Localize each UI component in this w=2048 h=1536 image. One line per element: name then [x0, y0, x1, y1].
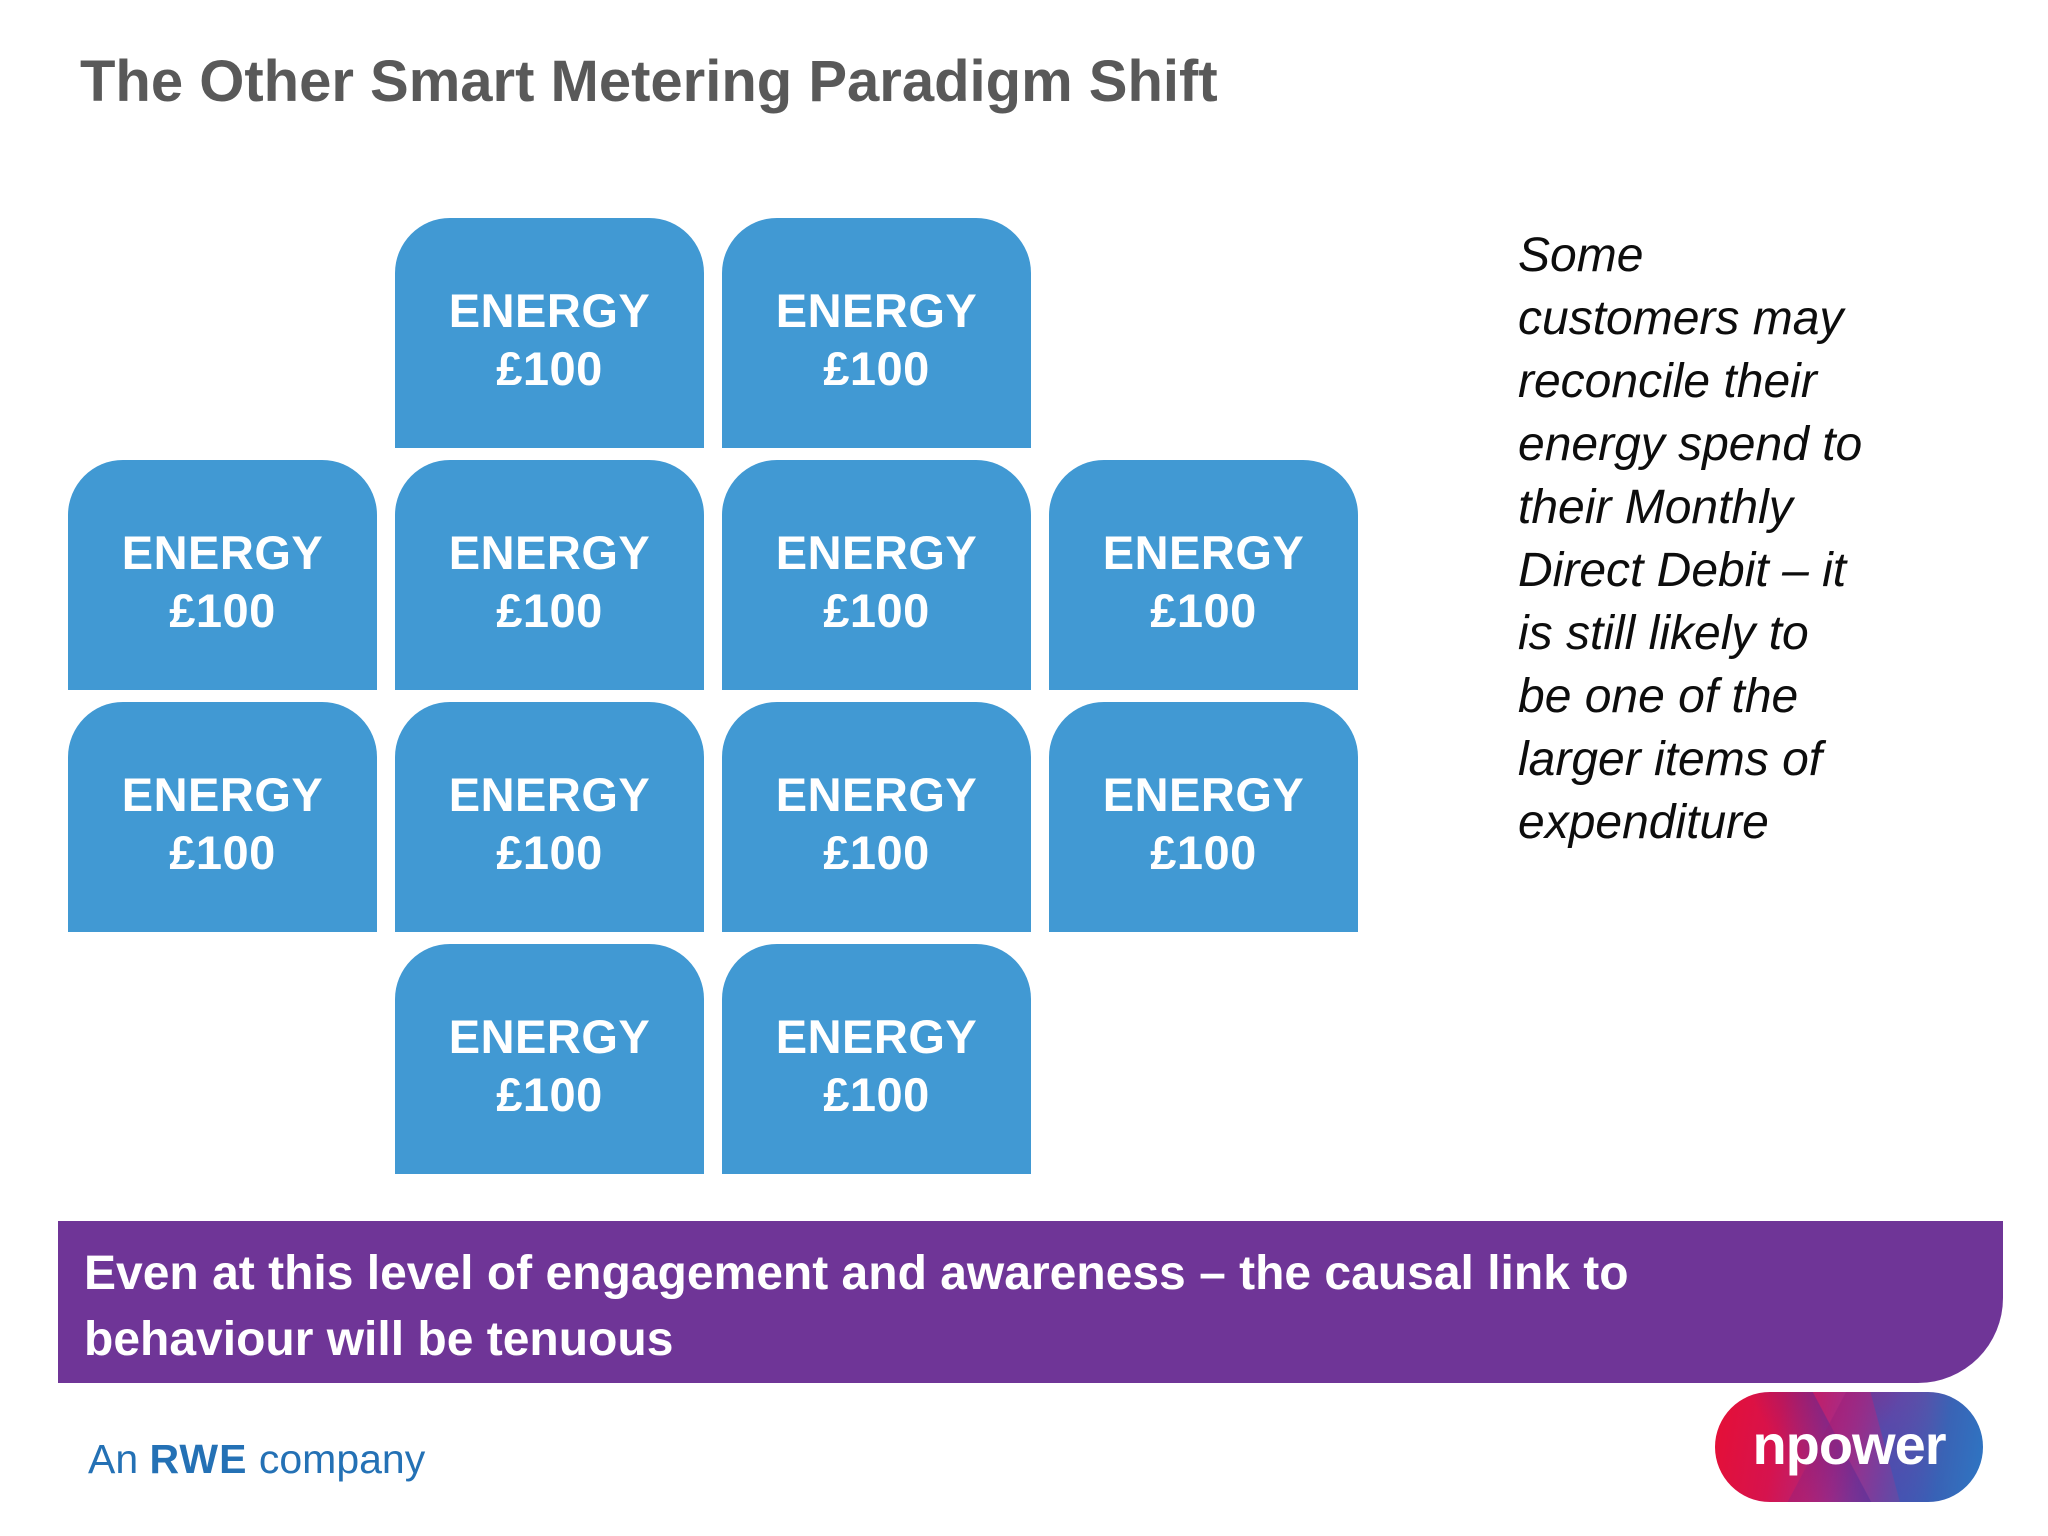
energy-tile-label: ENERGY: [775, 768, 978, 821]
side-note-text: Some customers may reconcile their energ…: [1518, 229, 1863, 849]
energy-tile-amount: £100: [496, 342, 603, 395]
takeaway-banner: Even at this level of engagement and awa…: [58, 1221, 2003, 1383]
energy-tile-amount: £100: [169, 584, 276, 637]
energy-tile-label: ENERGY: [775, 284, 978, 337]
rwe-company-tagline: An RWE company: [88, 1436, 425, 1483]
energy-tile: ENERGY £100: [395, 944, 704, 1174]
energy-tile-amount: £100: [823, 1068, 930, 1121]
energy-tile-label: ENERGY: [121, 768, 324, 821]
slide-title: The Other Smart Metering Paradigm Shift: [80, 49, 1218, 114]
rwe-tagline-suffix: company: [247, 1436, 426, 1482]
energy-tile-amount: £100: [496, 584, 603, 637]
energy-tile-label: ENERGY: [775, 526, 978, 579]
energy-tile-label: ENERGY: [448, 526, 651, 579]
energy-tile: ENERGY £100: [68, 702, 377, 932]
energy-tile-amount: £100: [823, 826, 930, 879]
energy-tile: ENERGY £100: [395, 218, 704, 448]
energy-tile: ENERGY £100: [395, 460, 704, 690]
energy-tile: ENERGY £100: [1049, 702, 1358, 932]
energy-tile-amount: £100: [1150, 584, 1257, 637]
energy-tile-amount: £100: [1150, 826, 1257, 879]
energy-tile-label: ENERGY: [1102, 768, 1305, 821]
energy-tile-label: ENERGY: [448, 768, 651, 821]
energy-tile: ENERGY £100: [722, 702, 1031, 932]
energy-tile-label: ENERGY: [448, 1010, 651, 1063]
energy-tile-amount: £100: [496, 1068, 603, 1121]
energy-tile: ENERGY £100: [1049, 460, 1358, 690]
rwe-wordmark: RWE: [149, 1436, 248, 1482]
energy-tile-label: ENERGY: [1102, 526, 1305, 579]
energy-tile-label: ENERGY: [121, 526, 324, 579]
energy-tile: ENERGY £100: [68, 460, 377, 690]
energy-tile: ENERGY £100: [722, 218, 1031, 448]
rwe-tagline-prefix: An: [88, 1436, 150, 1482]
energy-tile: ENERGY £100: [395, 702, 704, 932]
energy-tile: ENERGY £100: [722, 460, 1031, 690]
energy-tile-amount: £100: [169, 826, 276, 879]
energy-tile-label: ENERGY: [775, 1010, 978, 1063]
energy-tile-amount: £100: [823, 342, 930, 395]
takeaway-banner-text: Even at this level of engagement and awa…: [84, 1247, 1629, 1366]
energy-tile-amount: £100: [496, 826, 603, 879]
energy-tile: ENERGY £100: [722, 944, 1031, 1174]
energy-tile-amount: £100: [823, 584, 930, 637]
energy-tile-label: ENERGY: [448, 284, 651, 337]
npower-wordmark: npower: [1752, 1412, 1946, 1476]
npower-logo: npower: [1715, 1392, 1983, 1502]
